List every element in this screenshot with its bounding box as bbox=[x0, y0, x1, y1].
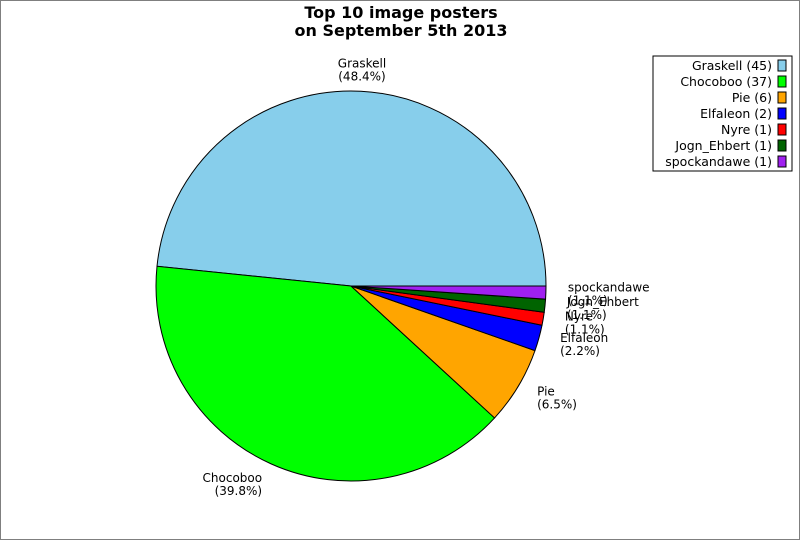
legend-label-jogn-ehbert: Jogn_Ehbert (1) bbox=[674, 138, 772, 153]
slice-percent-jogn-ehbert: (1.1%) bbox=[567, 308, 607, 322]
slice-label-elfaleon: Elfaleon bbox=[560, 331, 608, 345]
slice-percent-nyre: (1.1%) bbox=[565, 323, 605, 337]
legend: Graskell (45)Chocoboo (37)Pie (6)Elfaleo… bbox=[652, 55, 793, 172]
legend-label-spockandawe: spockandawe (1) bbox=[665, 154, 772, 169]
pie-slice-spockandawe bbox=[350, 285, 547, 300]
slice-label-spockandawe: spockandawe bbox=[568, 280, 650, 294]
slice-label-nyre: Nyre bbox=[565, 310, 593, 324]
pie-slice-chocoboo bbox=[155, 265, 496, 482]
legend-label-graskell: Graskell (45) bbox=[692, 58, 772, 73]
legend-swatch-pie bbox=[777, 91, 787, 104]
legend-label-elfaleon: Elfaleon (2) bbox=[700, 106, 772, 121]
slice-label-jogn-ehbert: Jogn_Ehbert bbox=[566, 295, 639, 309]
chart-title-line-1: Top 10 image posters bbox=[304, 3, 497, 22]
slice-label-graskell: Graskell bbox=[338, 56, 386, 70]
slice-labels: Graskell(48.4%) Chocoboo(39.8%) Pie(6.5%) E… bbox=[203, 56, 650, 498]
legend-swatch-chocoboo bbox=[777, 75, 787, 88]
slice-label-chocoboo: Chocoboo bbox=[203, 471, 263, 485]
legend-swatch-nyre bbox=[777, 123, 787, 136]
slice-percent-elfaleon: (2.2%) bbox=[560, 344, 600, 358]
chart-title-line-2: on September 5th 2013 bbox=[295, 21, 508, 40]
legend-box bbox=[652, 55, 793, 172]
slice-label-pie: Pie bbox=[537, 385, 555, 399]
slice-percent-chocoboo: (39.8%) bbox=[215, 484, 262, 498]
pie-slice-graskell bbox=[156, 90, 547, 287]
pie-slices bbox=[155, 90, 547, 482]
legend-label-pie: Pie (6) bbox=[732, 90, 772, 105]
slice-percent-spockandawe: (1.1%) bbox=[568, 293, 608, 307]
legend-label-chocoboo: Chocoboo (37) bbox=[680, 74, 772, 89]
legend-swatch-elfaleon bbox=[777, 107, 787, 120]
legend-swatch-spockandawe bbox=[777, 155, 787, 168]
slice-percent-pie: (6.5%) bbox=[537, 398, 577, 412]
legend-swatch-graskell bbox=[777, 59, 787, 72]
legend-swatch-jogn-ehbert bbox=[777, 139, 787, 152]
legend-label-nyre: Nyre (1) bbox=[721, 122, 772, 137]
slice-percent-graskell: (48.4%) bbox=[338, 69, 385, 83]
